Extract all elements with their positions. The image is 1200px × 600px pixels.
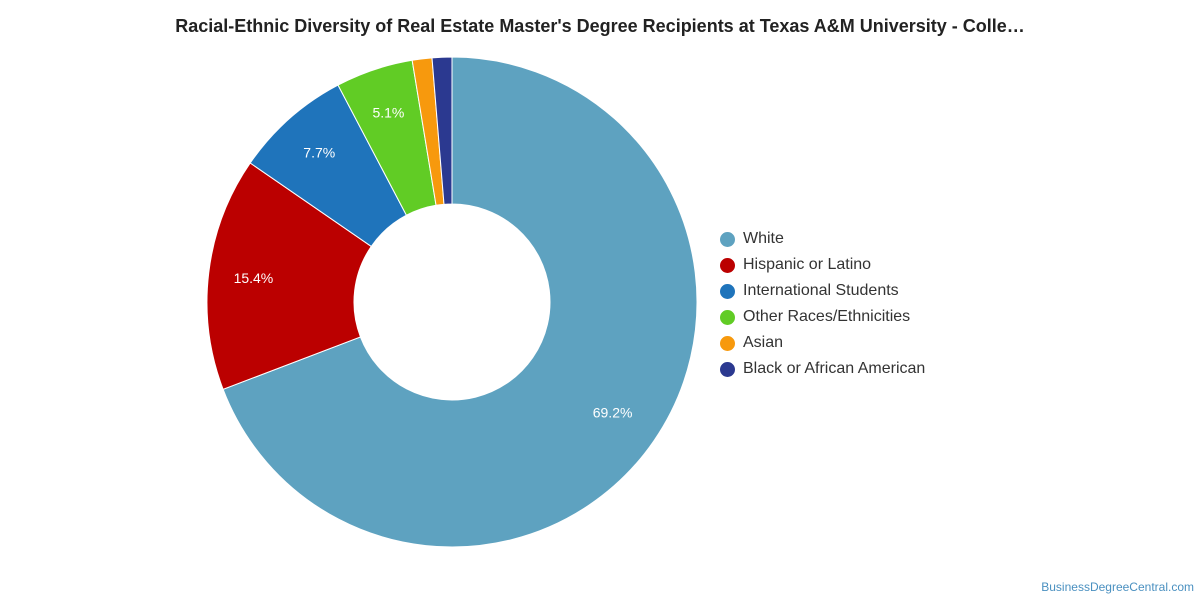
slice-hispanic-or-latino[interactable] [206, 162, 372, 390]
chart-title: Racial-Ethnic Diversity of Real Estate M… [175, 16, 1025, 36]
legend-item-international-students[interactable]: International Students [720, 278, 925, 304]
source-credit: BusinessDegreeCentral.com [1041, 580, 1194, 594]
legend-label: Other Races/Ethnicities [743, 308, 911, 325]
legend-swatch-icon [720, 283, 735, 299]
slice-label-0: 69.2% [593, 405, 633, 421]
legend-swatch-icon [720, 361, 735, 377]
slice-white[interactable] [222, 56, 698, 548]
legend-label: White [743, 230, 784, 247]
legend-item-other-races-ethnicities[interactable]: Other Races/Ethnicities [720, 304, 925, 330]
slice-label-3: 5.1% [372, 104, 404, 120]
legend-label: Asian [743, 334, 784, 351]
legend-swatch-icon [720, 309, 735, 325]
chart-legend: White Hispanic or Latino International Stu… [720, 226, 925, 382]
legend-label: International Students [743, 282, 899, 299]
slice-label-1: 15.4% [234, 270, 274, 286]
legend-swatch-icon [720, 335, 735, 351]
legend-swatch-icon [720, 257, 735, 273]
legend-item-white[interactable]: White [720, 226, 925, 252]
legend-label: Black or African American [743, 360, 926, 377]
legend-label: Hispanic or Latino [743, 256, 872, 273]
legend-item-asian[interactable]: Asian [720, 330, 925, 356]
legend-item-hispanic-or-latino[interactable]: Hispanic or Latino [720, 252, 925, 278]
slice-label-2: 7.7% [303, 144, 335, 160]
slice-black-or-african-american[interactable] [431, 56, 453, 205]
legend-item-black-or-african-american[interactable]: Black or African American [720, 356, 925, 382]
legend-swatch-icon [720, 231, 735, 247]
